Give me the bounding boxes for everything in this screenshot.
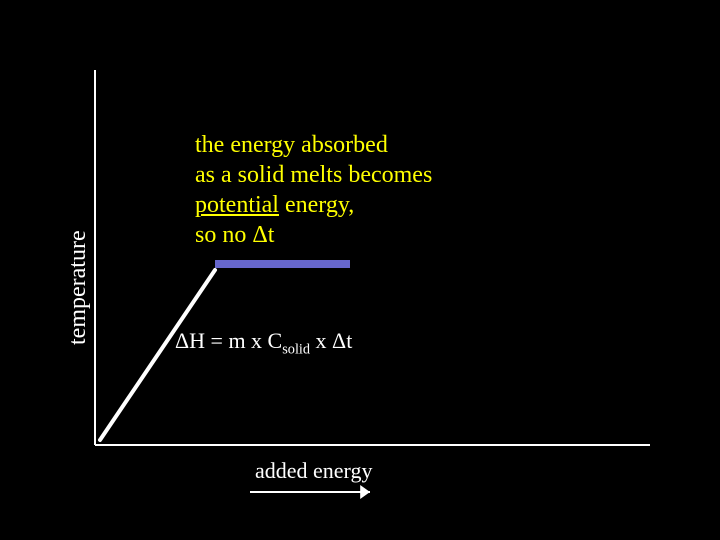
y-axis-label: temperature <box>65 230 92 345</box>
x-arrow-head <box>360 485 370 499</box>
annotation-melting: the energy absorbed as a solid melts bec… <box>195 130 432 250</box>
annotation-line-3: potential energy, <box>195 190 432 220</box>
formula-solid-heating: ΔH = m x Csolid x Δt <box>175 328 352 358</box>
annotation-line-4: so no Δt <box>195 220 432 250</box>
annotation-line-2: as a solid melts becomes <box>195 160 432 190</box>
annotation-line-1: the energy absorbed <box>195 130 432 160</box>
heating-curve-diagram: temperature added energy the energy abso… <box>0 0 720 540</box>
x-axis-label: added energy <box>255 458 373 484</box>
